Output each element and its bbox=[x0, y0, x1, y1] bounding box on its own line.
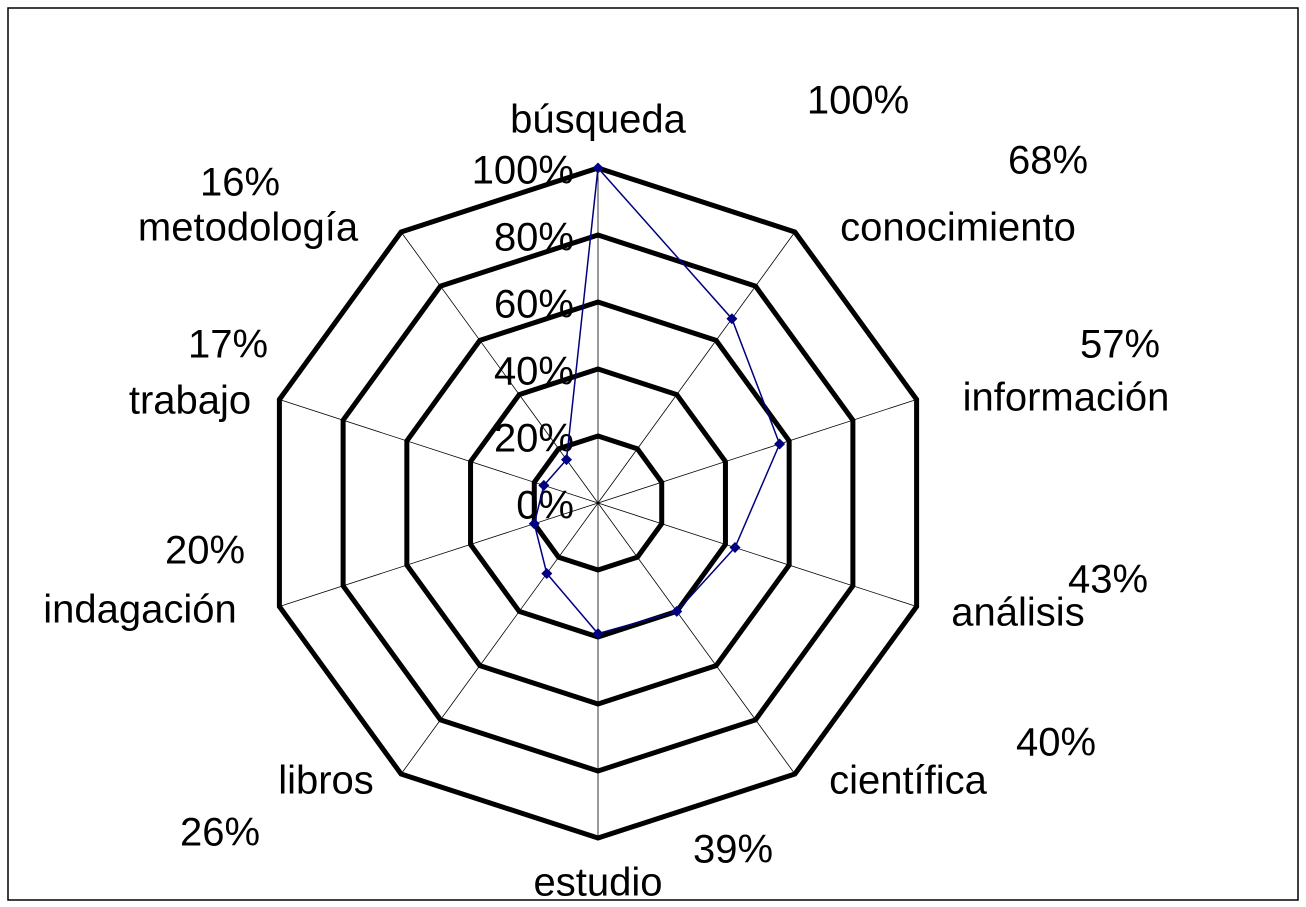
marker bbox=[671, 605, 683, 617]
tick-label: 40% bbox=[494, 350, 574, 394]
category-label: estudio bbox=[534, 861, 663, 905]
spoke bbox=[597, 502, 796, 775]
value-label: 40% bbox=[1016, 721, 1096, 765]
marker bbox=[528, 518, 540, 530]
marker bbox=[541, 567, 553, 579]
value-label: 16% bbox=[200, 161, 280, 205]
grid-ring bbox=[340, 232, 856, 774]
marker bbox=[560, 454, 572, 466]
category-label: información bbox=[963, 376, 1170, 420]
category-label: conocimiento bbox=[840, 206, 1076, 250]
grid-ring bbox=[531, 433, 665, 573]
spoke bbox=[597, 399, 917, 504]
tick-label: 0% bbox=[516, 484, 574, 528]
category-label: libros bbox=[278, 759, 374, 803]
category-label: metodología bbox=[138, 206, 359, 250]
marker bbox=[592, 162, 604, 174]
value-label: 17% bbox=[188, 323, 268, 367]
tick-label: 60% bbox=[494, 283, 574, 327]
value-label: 20% bbox=[165, 529, 245, 573]
value-label: 57% bbox=[1080, 323, 1160, 367]
grid-ring bbox=[404, 299, 792, 707]
category-label: científica bbox=[829, 759, 988, 803]
category-label: trabajo bbox=[129, 379, 251, 423]
tick-label: 80% bbox=[494, 216, 574, 260]
value-label: 100% bbox=[807, 79, 909, 123]
spoke bbox=[597, 502, 917, 607]
grid-ring bbox=[276, 165, 920, 841]
tick-label: 20% bbox=[494, 417, 574, 461]
value-label: 68% bbox=[1008, 139, 1088, 183]
spoke bbox=[279, 502, 599, 607]
marker bbox=[592, 628, 604, 640]
value-label: 43% bbox=[1068, 558, 1148, 602]
value-label: 39% bbox=[693, 828, 773, 872]
category-label: análisis bbox=[951, 591, 1084, 635]
marker bbox=[726, 313, 738, 325]
category-label: búsqueda bbox=[510, 98, 686, 142]
chart-border bbox=[7, 7, 1299, 901]
category-label: indagación bbox=[43, 588, 237, 632]
spoke bbox=[597, 231, 796, 504]
value-label: 26% bbox=[180, 811, 260, 855]
tick-label: 100% bbox=[472, 149, 574, 193]
marker bbox=[538, 479, 550, 491]
spoke bbox=[400, 502, 599, 775]
marker bbox=[774, 438, 786, 450]
marker bbox=[729, 542, 741, 554]
